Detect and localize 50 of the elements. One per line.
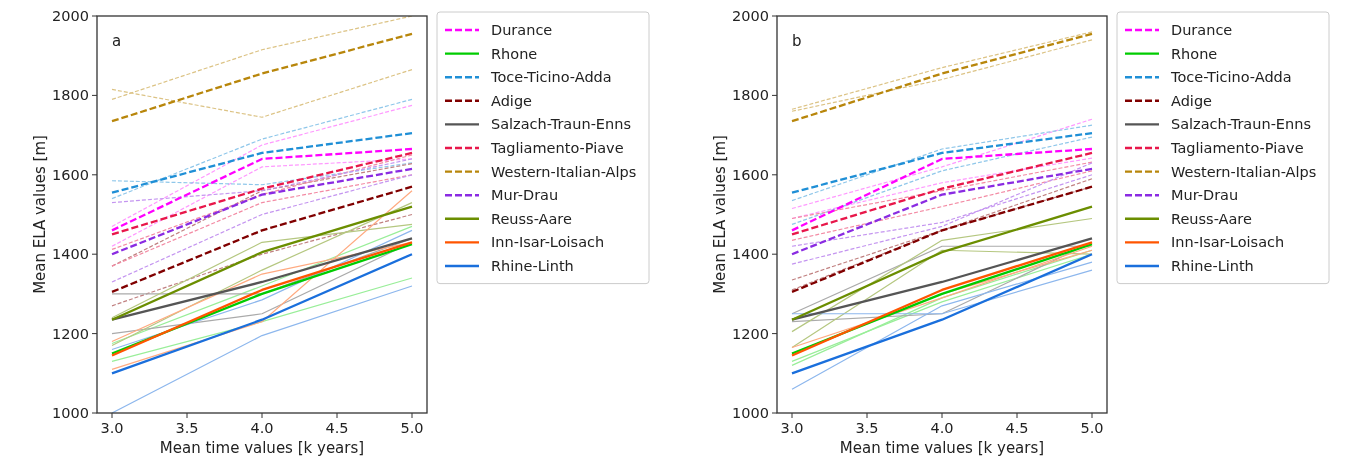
y-tick-label: 1600 — [52, 166, 89, 183]
legend-label: Mur-Drau — [1171, 187, 1239, 204]
legend-label: Inn-Isar-Loisach — [1171, 234, 1285, 251]
x-tick-label: 4.0 — [930, 420, 954, 436]
legend-label: Tagliamento-Piave — [1170, 140, 1304, 156]
x-axis-title: Mean time values [k years] — [839, 439, 1045, 457]
y-tick-label: 1600 — [732, 166, 769, 183]
y-axis-title: Mean ELA values [m] — [711, 135, 729, 294]
y-tick-label: 1400 — [732, 246, 769, 263]
legend-label: Rhone — [1171, 45, 1218, 62]
legend-label: Reuss-Aare — [1171, 210, 1252, 227]
legend-label: Toce-Ticino-Adda — [490, 69, 612, 86]
x-tick-label: 3.0 — [780, 420, 804, 436]
y-tick-label: 2000 — [52, 8, 89, 24]
legend-label: Rhone — [491, 45, 538, 62]
y-tick-label: 1000 — [732, 405, 769, 421]
annotation: a — [112, 32, 122, 50]
y-tick-label: 1000 — [52, 405, 89, 421]
y-tick-label: 2000 — [732, 8, 769, 24]
annotation: b — [792, 32, 802, 50]
legend-label: Durance — [1171, 22, 1233, 38]
x-tick-label: 4.5 — [1005, 420, 1029, 436]
legend-label: Adige — [1171, 92, 1213, 109]
x-tick-label: 4.0 — [250, 420, 274, 436]
legend-label: Rhine-Linth — [491, 258, 574, 274]
legend-label: Inn-Isar-Loisach — [491, 234, 605, 251]
x-tick-label: 3.0 — [100, 420, 124, 436]
y-tick-label: 1800 — [52, 87, 89, 104]
legend-label: Tagliamento-Piave — [490, 140, 624, 156]
legend-label: Mur-Drau — [491, 187, 559, 204]
x-tick-label: 4.5 — [325, 420, 349, 436]
legend-label: Toce-Ticino-Adda — [1170, 69, 1292, 86]
x-tick-label: 3.5 — [855, 420, 879, 436]
legend-label: Reuss-Aare — [491, 210, 572, 227]
legend-label: Salzach-Traun-Enns — [491, 116, 631, 133]
x-tick-label: 5.0 — [1080, 420, 1104, 436]
x-axis-title: Mean time values [k years] — [159, 439, 365, 457]
legend-label: Durance — [491, 22, 553, 38]
x-tick-label: 3.5 — [175, 420, 199, 436]
y-tick-label: 1800 — [732, 87, 769, 104]
y-tick-label: 1200 — [52, 325, 89, 342]
legend-label: Western-Italian-Alps — [1171, 163, 1317, 180]
x-tick-label: 5.0 — [400, 420, 424, 436]
legend-label: Rhine-Linth — [1171, 258, 1254, 274]
legend-label: Salzach-Traun-Enns — [1171, 116, 1311, 133]
legend-label: Adige — [491, 92, 533, 109]
y-tick-label: 1200 — [732, 325, 769, 342]
legend-label: Western-Italian-Alps — [491, 163, 637, 180]
y-tick-label: 1400 — [52, 246, 89, 263]
y-axis-title: Mean ELA values [m] — [31, 135, 49, 294]
